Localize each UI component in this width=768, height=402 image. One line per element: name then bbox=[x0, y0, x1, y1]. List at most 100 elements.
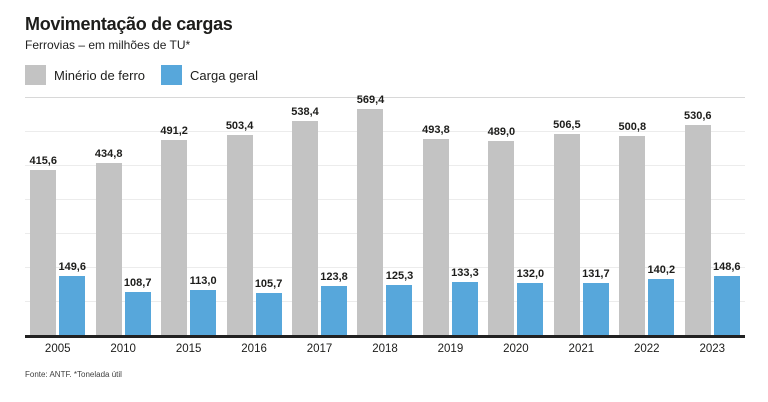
bar-group-2019: 493,8 133,3 bbox=[418, 97, 483, 335]
chart-title: Movimentação de cargas bbox=[25, 14, 233, 34]
value-label: 123,8 bbox=[320, 270, 348, 283]
minerio-bar-2010 bbox=[95, 162, 122, 335]
carga-bar-col-2022: 140,2 bbox=[647, 264, 676, 335]
gridline bbox=[25, 267, 745, 268]
minerio-bar-col-2020: 489,0 bbox=[487, 126, 516, 335]
minerio-bar-2022 bbox=[619, 136, 646, 335]
minerio-bar-2015 bbox=[161, 140, 188, 335]
minerio-bar-2019 bbox=[422, 139, 449, 335]
carga-bar-2018 bbox=[386, 285, 413, 335]
value-label: 569,4 bbox=[356, 94, 385, 107]
legend-item-minerio-de-ferro: Minério de ferro bbox=[25, 65, 145, 85]
carga-bar-col-2019: 133,3 bbox=[451, 267, 479, 335]
carga-bar-col-2015: 113,0 bbox=[190, 275, 217, 335]
x-axis-label-2005: 2005 bbox=[44, 343, 71, 355]
x-axis-label-2017: 2017 bbox=[306, 343, 333, 355]
infographic: Movimentação de cargas Ferrovias – em mi… bbox=[25, 14, 745, 379]
value-label: 491,2 bbox=[160, 125, 188, 138]
x-axis-label-2010: 2010 bbox=[110, 343, 136, 355]
x-axis: 2005 2010 2015 2016 2017 2018 2019 2020 2021 2022… bbox=[25, 338, 745, 355]
chart-subtitle: Ferrovias – em milhões de TU* bbox=[25, 38, 191, 52]
value-label: 133,3 bbox=[451, 267, 479, 280]
value-label: 489,0 bbox=[487, 126, 516, 138]
value-label: 434,8 bbox=[94, 147, 123, 160]
bar-groups: 415,6 149,6 434,8 108,7 491,2 113,0 503,4 105,7… bbox=[25, 94, 745, 335]
carga-bar-2021 bbox=[582, 282, 609, 335]
carga-geral-swatch bbox=[161, 65, 183, 85]
legend-label-carga-geral: Carga geral bbox=[190, 67, 258, 83]
carga-bar-2017 bbox=[321, 285, 348, 335]
gridline bbox=[25, 233, 745, 234]
value-label: 132,0 bbox=[516, 267, 545, 280]
value-label: 131,7 bbox=[582, 267, 610, 280]
minerio-bar-col-2021: 506,5 bbox=[553, 119, 581, 335]
bar-chart: 415,6 149,6 434,8 108,7 491,2 113,0 503,4 105,7… bbox=[25, 94, 745, 338]
value-label: 149,6 bbox=[58, 260, 86, 273]
carga-bar-col-2010: 108,7 bbox=[123, 276, 152, 335]
bar-group-2005: 415,6 149,6 bbox=[25, 97, 90, 335]
value-label: 538,4 bbox=[291, 106, 319, 119]
x-axis-label-2023: 2023 bbox=[699, 343, 726, 355]
gridline bbox=[25, 165, 745, 166]
carga-bar-col-2017: 123,8 bbox=[320, 270, 348, 335]
carga-bar-col-2018: 125,3 bbox=[385, 270, 414, 335]
carga-bar-2016 bbox=[255, 293, 282, 335]
minerio-bar-2021 bbox=[553, 134, 580, 335]
carga-bar-2022 bbox=[648, 279, 675, 335]
minerio-bar-2020 bbox=[488, 141, 515, 335]
minerio-bar-2017 bbox=[292, 121, 319, 335]
value-label: 503,4 bbox=[225, 120, 254, 133]
minerio-bar-col-2005: 415,6 bbox=[29, 155, 57, 335]
value-label: 125,3 bbox=[385, 270, 414, 283]
bar-group-2015: 491,2 113,0 bbox=[156, 97, 221, 335]
carga-bar-2010 bbox=[124, 291, 151, 335]
legend-label-minerio-de-ferro: Minério de ferro bbox=[54, 67, 146, 83]
legend-item-carga-geral: Carga geral bbox=[161, 65, 258, 85]
carga-bar-col-2021: 131,7 bbox=[582, 267, 610, 335]
gridline bbox=[25, 131, 745, 132]
carga-bar-col-2020: 132,0 bbox=[516, 267, 545, 335]
bar-group-2010: 434,8 108,7 bbox=[90, 97, 155, 335]
carga-bar-2020 bbox=[517, 282, 544, 335]
value-label: 105,7 bbox=[254, 278, 283, 291]
minerio-bar-col-2010: 434,8 bbox=[94, 147, 123, 335]
value-label: 108,7 bbox=[123, 276, 152, 289]
bar-group-2017: 538,4 123,8 bbox=[287, 97, 352, 335]
minerio-bar-col-2017: 538,4 bbox=[291, 106, 319, 335]
minerio-bar-2016 bbox=[226, 135, 253, 335]
bar-group-2022: 500,8 140,2 bbox=[614, 97, 679, 335]
minerio-bar-col-2019: 493,8 bbox=[422, 124, 450, 335]
x-axis-label-2020: 2020 bbox=[503, 343, 529, 355]
x-axis-label-2019: 2019 bbox=[437, 343, 464, 355]
gridline bbox=[25, 301, 745, 302]
value-label: 140,2 bbox=[647, 264, 676, 277]
minerio-bar-col-2023: 530,6 bbox=[683, 109, 712, 335]
value-label: 530,6 bbox=[683, 109, 712, 122]
value-label: 500,8 bbox=[618, 121, 647, 134]
minerio-de-ferro-swatch bbox=[25, 65, 46, 85]
legend: Minério de ferro Carga geral bbox=[25, 65, 745, 85]
carga-bar-col-2005: 149,6 bbox=[58, 260, 86, 335]
gridline bbox=[25, 199, 745, 200]
carga-bar-2005 bbox=[59, 275, 86, 335]
x-axis-label-2016: 2016 bbox=[241, 343, 267, 355]
carga-bar-2015 bbox=[190, 290, 217, 335]
gridline bbox=[25, 97, 745, 98]
x-axis-label-2022: 2022 bbox=[634, 343, 660, 355]
value-label: 148,6 bbox=[712, 261, 741, 274]
x-axis-label-2015: 2015 bbox=[175, 343, 202, 355]
value-label: 493,8 bbox=[422, 124, 450, 137]
carga-bar-col-2023: 148,6 bbox=[712, 261, 741, 335]
bar-group-2021: 506,5 131,7 bbox=[549, 97, 614, 335]
x-axis-label-2021: 2021 bbox=[568, 343, 595, 355]
minerio-bar-2018 bbox=[357, 109, 384, 335]
value-label: 506,5 bbox=[553, 119, 581, 132]
bar-group-2023: 530,6 148,6 bbox=[680, 97, 745, 335]
x-axis-label-2018: 2018 bbox=[372, 343, 398, 355]
bar-group-2016: 503,4 105,7 bbox=[221, 97, 286, 335]
carga-bar-2023 bbox=[713, 276, 740, 335]
minerio-bar-col-2015: 491,2 bbox=[160, 125, 188, 335]
carga-bar-2019 bbox=[451, 282, 478, 335]
minerio-bar-col-2016: 503,4 bbox=[225, 120, 254, 335]
value-label: 415,6 bbox=[29, 155, 57, 168]
